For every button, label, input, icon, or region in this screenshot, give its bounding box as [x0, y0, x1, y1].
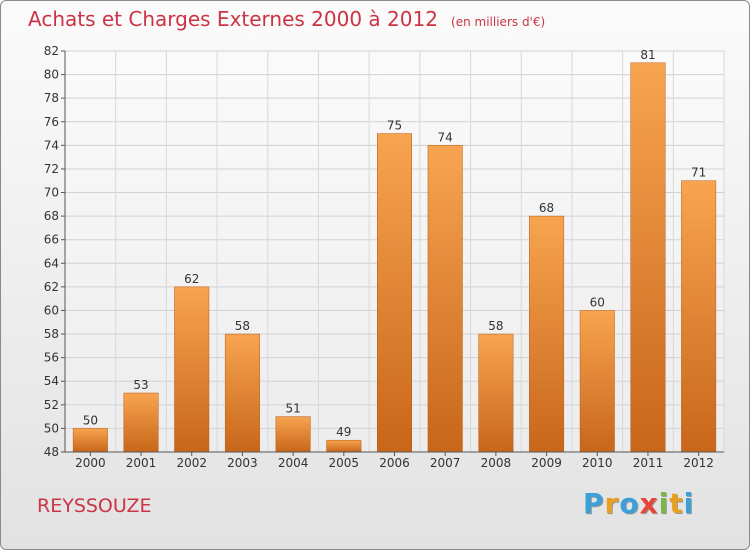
y-tick-label: 82 [44, 44, 59, 58]
location-label: REYSSOUZE [37, 495, 152, 517]
brand-letter: x [639, 487, 659, 520]
x-tick-label-2010: 2010 [582, 456, 613, 470]
data-label-2003: 58 [235, 319, 250, 333]
bar-2004 [275, 416, 311, 453]
bar-2007 [427, 145, 463, 453]
y-tick-label: 74 [44, 138, 59, 152]
data-label-2011: 81 [640, 48, 655, 62]
y-tick-label: 70 [44, 186, 59, 200]
y-tick-label: 68 [44, 209, 59, 223]
data-label-2012: 71 [691, 166, 706, 180]
brand-letter: r [604, 487, 620, 520]
y-tick-label: 54 [44, 374, 59, 388]
data-label-2007: 74 [438, 130, 453, 144]
x-tick-label-2006: 2006 [379, 456, 410, 470]
bar-2001 [123, 392, 159, 453]
bar-2003 [224, 333, 260, 453]
y-tick-label: 50 [44, 421, 59, 435]
x-tick-label-2008: 2008 [481, 456, 512, 470]
bar-2012 [681, 180, 717, 453]
y-tick-label: 76 [44, 115, 59, 129]
data-label-2010: 60 [590, 295, 605, 309]
data-label-2000: 50 [83, 413, 98, 427]
bar-2010 [579, 310, 615, 453]
chart-unit: (en milliers d'€) [451, 15, 546, 29]
data-label-2008: 58 [488, 319, 503, 333]
brand-letter: i [683, 487, 695, 520]
labels: 48 50 52 54 56 58 60 62 64 66 68 70 72 74 76 78 80 82 50 20… [44, 44, 714, 470]
y-tick-label: 80 [44, 68, 59, 82]
brand-letter: o [619, 487, 640, 520]
y-tick-label: 64 [44, 256, 59, 270]
y-tick-label: 60 [44, 303, 59, 317]
title-row: Achats et Charges Externes 2000 à 2012 (… [28, 7, 545, 31]
y-tick-label: 56 [44, 351, 59, 365]
y-tick-label: 58 [44, 327, 59, 341]
brand-letter: i [658, 487, 670, 520]
y-tick-label: 62 [44, 280, 59, 294]
data-label-2009: 68 [539, 201, 554, 215]
brand-letter: t [669, 487, 684, 520]
brand-logo: Proxiti [583, 487, 694, 520]
x-tick-label-2000: 2000 [75, 456, 106, 470]
x-tick-label-2009: 2009 [531, 456, 562, 470]
data-label-2005: 49 [336, 425, 351, 439]
bar-2006 [377, 133, 412, 453]
data-label-2002: 62 [184, 272, 199, 286]
y-tick-label: 72 [44, 162, 59, 176]
data-label-2006: 75 [387, 119, 402, 133]
bar-2011 [630, 62, 666, 453]
bar-2008 [478, 333, 514, 453]
y-tick-label: 66 [44, 233, 59, 247]
axes [61, 50, 724, 456]
bar-2009 [529, 215, 565, 453]
y-tick-label: 78 [44, 91, 59, 105]
chart-title: Achats et Charges Externes 2000 à 2012 [28, 7, 438, 31]
x-tick-label-2012: 2012 [683, 456, 714, 470]
bar-2000 [72, 428, 108, 453]
bar-2005 [326, 439, 362, 453]
y-tick-label: 48 [44, 445, 59, 459]
y-tick-label: 52 [44, 398, 59, 412]
bar-2002 [174, 286, 210, 453]
x-tick-label-2007: 2007 [430, 456, 461, 470]
x-tick-label-2004: 2004 [278, 456, 309, 470]
brand-letter: P [583, 487, 605, 520]
x-tick-label-2011: 2011 [633, 456, 664, 470]
bars [72, 62, 717, 453]
x-tick-label-2003: 2003 [227, 456, 258, 470]
x-tick-label-2001: 2001 [126, 456, 157, 470]
data-label-2004: 51 [285, 402, 300, 416]
data-label-2001: 53 [133, 378, 148, 392]
x-tick-label-2002: 2002 [176, 456, 207, 470]
x-tick-label-2005: 2005 [329, 456, 360, 470]
